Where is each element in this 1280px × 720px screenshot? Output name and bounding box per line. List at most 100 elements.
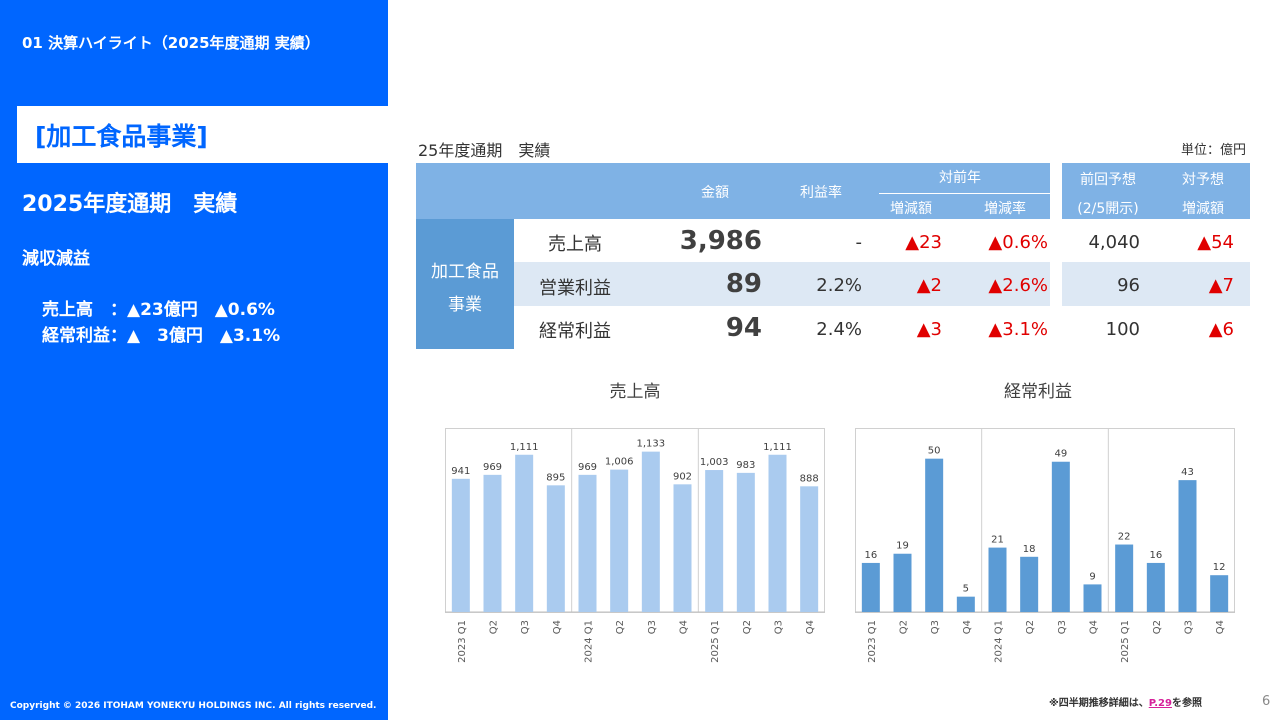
tick-label: 2025 Q1 <box>1120 620 1131 663</box>
tick-label: Q2 <box>489 620 500 634</box>
tick-label: Q4 <box>805 620 816 634</box>
bar <box>610 469 629 612</box>
tick-label: Q3 <box>930 620 941 634</box>
sales-chart-title: 売上高 <box>609 382 661 402</box>
tick-label: 2024 Q1 <box>584 620 595 663</box>
bar <box>483 474 502 612</box>
bar <box>1178 480 1197 612</box>
tick-label: Q3 <box>647 620 658 634</box>
data-label: 50 <box>928 446 941 457</box>
bar <box>893 553 912 612</box>
header-prev-forecast-note: (2/5開示) <box>1077 201 1139 217</box>
table-header-forecast <box>1062 163 1250 219</box>
data-label: 16 <box>1149 550 1162 561</box>
data-label: 5 <box>963 584 969 595</box>
data-label: 21 <box>991 535 1004 546</box>
bar <box>451 478 470 612</box>
sales-bar-chart: 941 2023 Q1 969 Q2 1,111 Q3 895 Q4 969 2024 Q1 1,0… <box>445 428 825 663</box>
data-label: 969 <box>483 462 502 473</box>
tick-label: Q3 <box>1184 620 1195 634</box>
bar <box>1146 562 1165 612</box>
tick-label: 2024 Q1 <box>994 620 1005 663</box>
footnote: ※四半期推移詳細は、P.29を参照 <box>1049 694 1202 709</box>
header-yoy-change: 増減額 <box>890 201 932 217</box>
bar <box>861 562 880 612</box>
bar <box>1083 584 1102 612</box>
tick-label: Q3 <box>520 620 531 634</box>
footnote-page-link[interactable]: P.29 <box>1148 698 1172 709</box>
tick-label: 2025 Q1 <box>710 620 721 663</box>
bar <box>1020 556 1039 612</box>
row-label: 経常利益 <box>539 321 611 342</box>
data-label: 1,111 <box>510 442 539 453</box>
bar <box>768 454 787 612</box>
forecast-diff-value: ▲6 <box>1208 319 1234 340</box>
bar <box>925 458 944 612</box>
bar <box>578 474 597 612</box>
bar <box>641 451 660 612</box>
bar <box>736 472 755 612</box>
data-label: 888 <box>800 473 819 484</box>
amount-value: 89 <box>725 269 762 299</box>
data-label: 895 <box>546 472 565 483</box>
data-label: 983 <box>736 460 755 471</box>
tick-label: Q4 <box>1215 620 1226 634</box>
profit-chart-title: 経常利益 <box>1004 382 1072 402</box>
segment-label-line-2: 事業 <box>448 295 482 315</box>
bar <box>673 484 692 612</box>
data-label: 902 <box>673 471 692 482</box>
bar <box>546 485 565 612</box>
data-label: 1,133 <box>637 439 666 450</box>
bar <box>1051 461 1070 612</box>
header-amount: 金額 <box>701 185 729 201</box>
yoy-rate-value: ▲0.6% <box>988 232 1048 253</box>
copyright: Copyright © 2026 ITOHAM YONEKYU HOLDINGS… <box>10 701 377 711</box>
forecast-value: 100 <box>1105 319 1140 340</box>
tick-label: 2023 Q1 <box>867 620 878 663</box>
row-label: 営業利益 <box>539 278 611 299</box>
ordinary-profit-bar-chart: 16 2023 Q1 19 Q2 50 Q3 5 Q4 21 2024 Q1 18 Q2 49 Q3 9 Q4… <box>855 428 1235 663</box>
table-row-band-forecast <box>1062 262 1250 306</box>
footnote-suffix: を参照 <box>1171 698 1202 709</box>
yoy-change-value: ▲2 <box>916 275 942 296</box>
period-title: 2025年度通期 実績 <box>22 192 238 217</box>
row-label: 売上高 <box>548 234 602 255</box>
tick-label: Q4 <box>552 620 563 634</box>
forecast-value: 4,040 <box>1088 232 1140 253</box>
tick-label: Q3 <box>774 620 785 634</box>
forecast-value: 96 <box>1117 275 1140 296</box>
data-label: 43 <box>1181 467 1194 478</box>
margin-value: - <box>855 232 863 253</box>
bar <box>515 454 534 612</box>
footnote-prefix: ※四半期推移詳細は、 <box>1049 698 1149 709</box>
segment-label-line-1: 加工食品 <box>431 262 499 282</box>
bar <box>1115 544 1134 612</box>
data-label: 18 <box>1023 544 1036 555</box>
tick-label: 2023 Q1 <box>457 620 468 663</box>
data-label: 9 <box>1089 571 1095 582</box>
summary-sales-line: 売上高 ：▲23億円 ▲0.6% <box>42 300 275 320</box>
data-label: 22 <box>1118 532 1131 543</box>
tick-label: Q2 <box>1025 620 1036 634</box>
tick-label: Q2 <box>615 620 626 634</box>
header-vs-forecast: 対予想 <box>1182 172 1224 188</box>
margin-value: 2.4% <box>816 319 862 340</box>
data-label: 49 <box>1054 449 1067 460</box>
header-yoy: 対前年 <box>939 170 981 186</box>
data-label: 1,111 <box>763 442 792 453</box>
bar <box>800 486 819 612</box>
yoy-change-value: ▲3 <box>916 319 942 340</box>
plot-frame <box>855 428 1235 613</box>
table-caption: 25年度通期 実績 <box>418 141 551 160</box>
yoy-change-value: ▲23 <box>905 232 942 253</box>
tick-label: Q2 <box>899 620 910 634</box>
header-prev-forecast: 前回予想 <box>1080 172 1136 188</box>
bar <box>988 547 1007 612</box>
segment-title: [加工食品事業] <box>35 122 208 151</box>
header-vs-forecast-change: 増減額 <box>1182 201 1224 217</box>
data-label: 19 <box>896 541 909 552</box>
tick-label: Q3 <box>1057 620 1068 634</box>
summary-label: 減収減益 <box>22 249 90 269</box>
data-label: 12 <box>1213 562 1226 573</box>
yoy-rate-value: ▲3.1% <box>988 319 1048 340</box>
